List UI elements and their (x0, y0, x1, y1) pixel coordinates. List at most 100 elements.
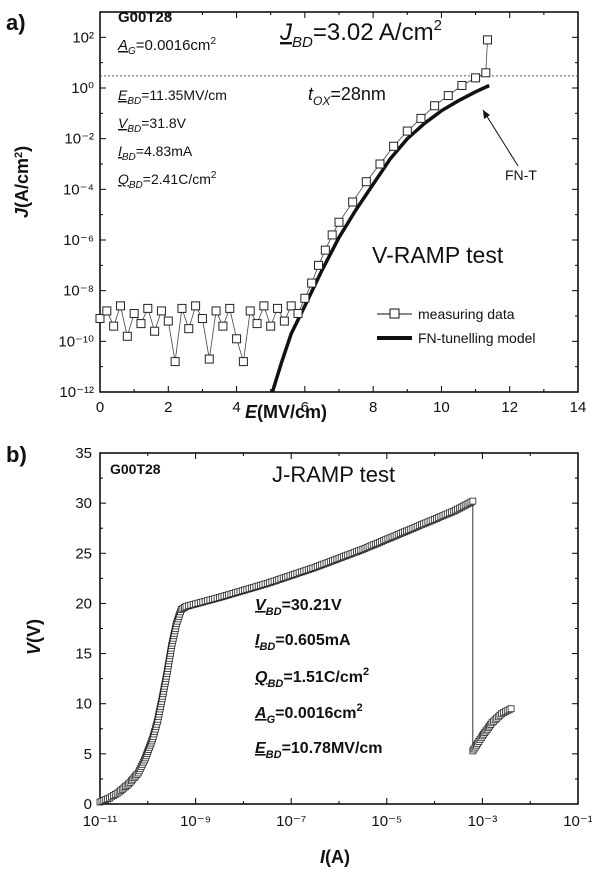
panel-a-y-axis-label: J(A/cm2) (12, 146, 32, 218)
legend-fn-label: FN-tunelling model (418, 330, 536, 346)
data-point (273, 303, 283, 313)
panel-a-x-tick-labels: 0 2 4 6 8 10 12 14 (96, 399, 587, 416)
legend-measuring-marker (389, 308, 400, 319)
data-point (481, 68, 491, 78)
y-tick-label: 10 (75, 696, 92, 713)
data-point (402, 126, 412, 136)
panel-b-y-tick-labels: 0 5 10 15 20 25 30 35 (75, 445, 92, 813)
data-point (197, 314, 207, 324)
data-point (334, 217, 344, 227)
panel-a-gate-area: AG=0.0016cm2 (117, 36, 216, 57)
data-point (307, 278, 317, 288)
panel-b-params: VBD=30.21V IBD=0.605mA QBD=1.51C/cm2 AG=… (254, 597, 383, 761)
panel-a-fnt-arrow (482, 109, 519, 167)
panel-a-x-axis-label: E(MV/cm) (245, 402, 327, 422)
x-tick-label: 0 (96, 399, 104, 416)
y-tick-label: 10² (72, 29, 94, 46)
data-point (469, 497, 477, 505)
panel-b-label: b) (6, 442, 27, 467)
panel-b-ibd: IBD=0.605mA (255, 632, 351, 653)
panel-b-y-axis-label: V(V) (24, 619, 44, 655)
panel-a-vbd: VBD=31.8V (118, 115, 187, 135)
y-tick-label: 15 (75, 646, 92, 663)
data-point (129, 308, 139, 318)
data-point (348, 197, 358, 207)
panel-a-sample-name: G00T28 (118, 9, 172, 26)
panel-a-y-tick-labels: 10⁻¹² 10⁻¹⁰ 10⁻⁸ 10⁻⁶ 10⁻⁴ 10⁻² 10⁰ 10² (58, 29, 94, 401)
data-point (115, 301, 125, 311)
data-point (471, 73, 481, 83)
y-tick-label: 10⁻⁶ (63, 232, 94, 249)
data-point (416, 113, 426, 123)
data-point (245, 306, 255, 316)
y-tick-label: 5 (84, 746, 92, 763)
data-point (143, 303, 153, 313)
x-tick-label: 10⁻³ (468, 813, 498, 830)
data-point (443, 91, 453, 101)
data-point (266, 321, 276, 331)
y-tick-label: 25 (75, 545, 92, 562)
data-point (150, 326, 160, 336)
panel-a-measuring-data (95, 35, 493, 367)
data-point (225, 303, 235, 313)
panel-a-legend: measuring data FN-tunelling model (377, 306, 536, 346)
y-tick-label: 0 (84, 796, 92, 813)
panel-a-qbd: QBD=2.41C/cm2 (118, 170, 217, 191)
data-point (218, 321, 228, 331)
panel-b-sample-name: G00T28 (110, 461, 161, 477)
panel-b-test-name: J-RAMP test (272, 462, 395, 487)
data-point (102, 306, 112, 316)
panel-a-fnt-arrowhead (483, 110, 490, 119)
data-point (191, 301, 201, 311)
data-point (95, 314, 105, 324)
data-point (170, 357, 180, 367)
data-point (507, 705, 515, 713)
data-point (136, 319, 146, 329)
x-tick-label: 10⁻⁷ (276, 813, 306, 830)
x-tick-label: 8 (369, 399, 377, 416)
panel-b-x-tick-labels: 10⁻¹¹ 10⁻⁹ 10⁻⁷ 10⁻⁵ 10⁻³ 10⁻¹ (83, 813, 592, 830)
y-tick-label: 35 (75, 445, 92, 462)
data-point (300, 293, 310, 303)
data-point (252, 319, 262, 329)
panel-b-ag: AG=0.0016cm2 (254, 702, 363, 726)
legend-measuring-label: measuring data (418, 306, 515, 322)
data-point (457, 80, 467, 90)
y-tick-label: 20 (75, 595, 92, 612)
data-point (483, 35, 493, 45)
x-tick-label: 6 (301, 399, 309, 416)
data-point (156, 306, 166, 316)
data-point (211, 306, 221, 316)
data-point (293, 308, 303, 318)
data-point (279, 316, 289, 326)
data-point (177, 303, 187, 313)
data-point (314, 260, 324, 270)
y-tick-label: 10⁻² (64, 131, 94, 148)
panel-a-tox-label: tOX=28nm (308, 84, 386, 108)
data-point (184, 324, 194, 334)
data-point (286, 301, 296, 311)
y-tick-label: 30 (75, 495, 92, 512)
x-tick-label: 4 (232, 399, 240, 416)
data-point (430, 101, 440, 111)
panel-b: b) 10⁻¹¹ 10⁻⁹ 10⁻⁷ 10⁻⁵ 10⁻³ 10⁻¹ 0 5 10 15 20 25 3… (6, 442, 592, 867)
x-tick-label: 10⁻⁹ (180, 813, 211, 830)
data-point (238, 357, 248, 367)
x-tick-label: 10⁻¹ (563, 813, 592, 830)
x-tick-label: 10 (433, 399, 450, 416)
panel-a-ibd: IBD=4.83mA (118, 143, 193, 163)
panel-a-jbd-label: JBD=3.02 A/cm2 (279, 17, 442, 51)
x-tick-label: 12 (501, 399, 518, 416)
data-point (163, 316, 173, 326)
x-tick-label: 14 (570, 399, 587, 416)
panel-a-label: a) (6, 10, 26, 35)
data-point (361, 177, 371, 187)
y-tick-label: 10⁻¹⁰ (58, 333, 94, 350)
x-tick-label: 10⁻⁵ (371, 813, 402, 830)
panel-b-vbd: VBD=30.21V (255, 597, 342, 618)
data-point (109, 321, 119, 331)
panel-a-test-name: V-RAMP test (372, 242, 504, 268)
data-point (389, 141, 399, 151)
panel-b-x-axis-label: I(A) (320, 847, 350, 867)
panel-b-ebd: EBD=10.78MV/cm (255, 740, 383, 761)
